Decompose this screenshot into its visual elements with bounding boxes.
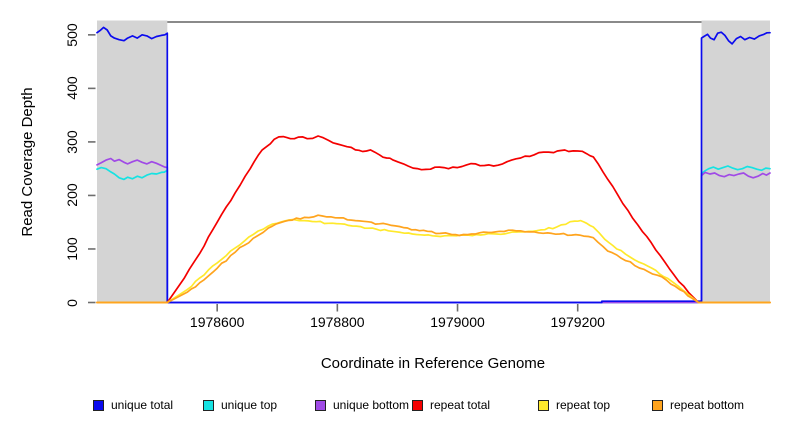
y-tick-label: 500: [64, 23, 80, 47]
y-tick-label: 0: [64, 298, 80, 307]
y-tick-label: 100: [64, 237, 80, 261]
y-tick-label: 400: [64, 76, 80, 101]
x-tick-label: 1978600: [189, 314, 245, 330]
y-tick-label: 200: [64, 183, 80, 208]
series-line-repeat-top: [96, 218, 771, 304]
y-tick-label: 300: [64, 130, 80, 154]
shaded-region-right: [701, 20, 770, 303]
x-tick-label: 1979000: [430, 314, 485, 330]
x-axis-title: Coordinate in Reference Genome: [320, 355, 546, 372]
series-line-repeat-bottom: [96, 214, 771, 304]
y-axis-title: Read Coverage Depth: [19, 87, 36, 237]
series-line-unique-bottom: [96, 157, 771, 304]
series-line-repeat-total: [96, 135, 771, 304]
x-tick-label: 1979200: [550, 314, 605, 330]
x-tick-label: 1978800: [310, 314, 365, 330]
series-line-unique-total: [96, 26, 771, 304]
